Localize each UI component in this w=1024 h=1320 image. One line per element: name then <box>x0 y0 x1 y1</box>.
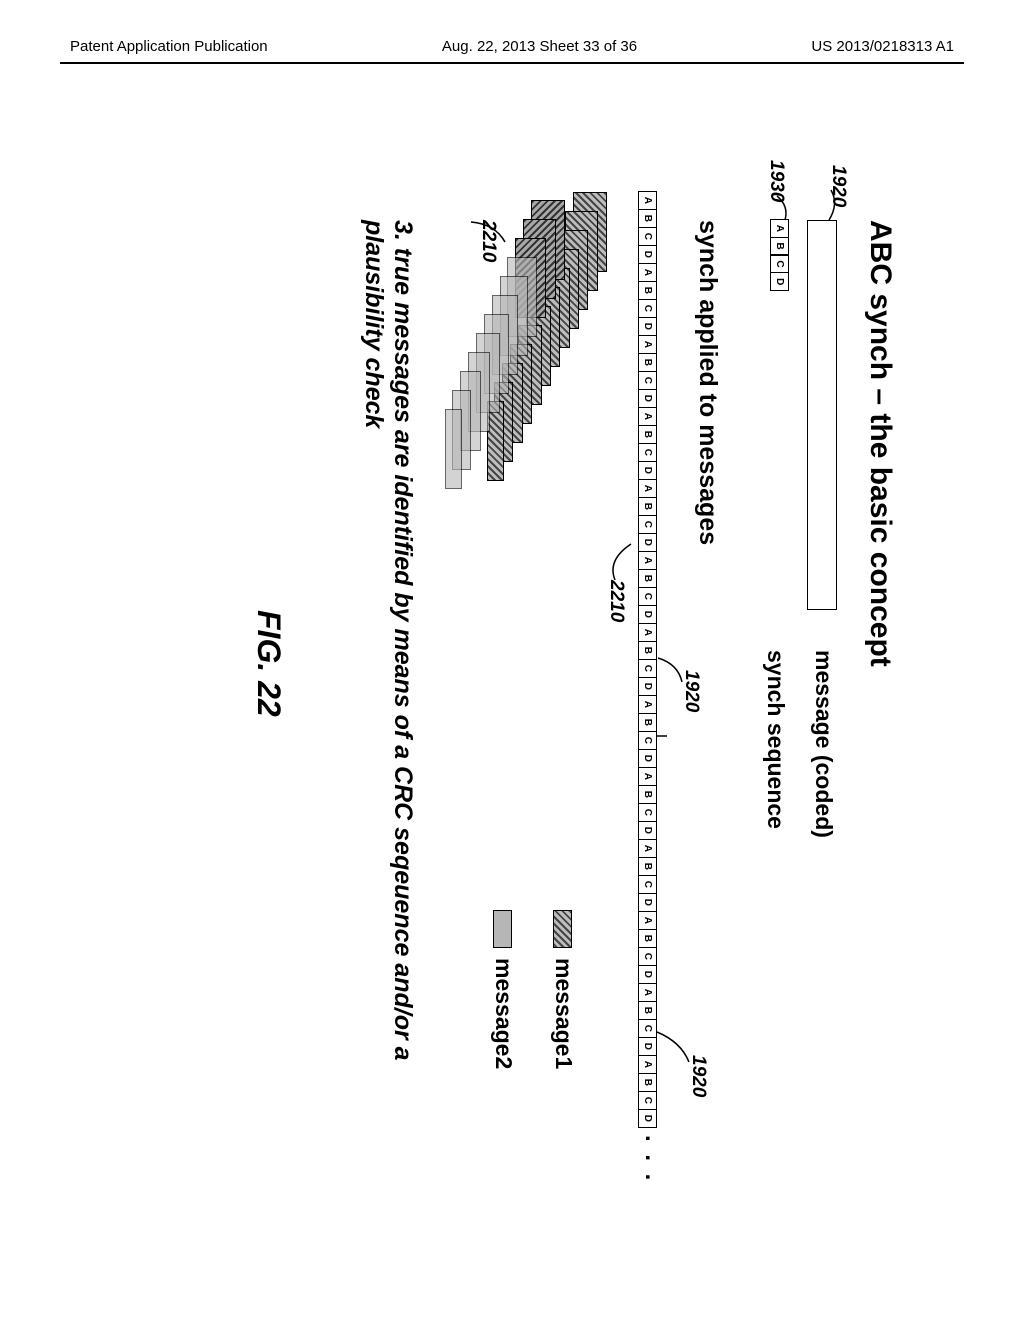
leader-1920-mid <box>656 656 684 690</box>
message-coded-label: message (coded) <box>810 650 837 838</box>
header-left: Patent Application Publication <box>70 38 268 55</box>
leader-1920-top <box>819 190 835 224</box>
figure-wrapper: ABC synch – the basic concept message (c… <box>117 110 907 1210</box>
figure-content: ABC synch – the basic concept message (c… <box>117 110 907 1210</box>
leader-2210-top <box>603 540 633 584</box>
figure-number: FIG. 22 <box>250 610 287 717</box>
message1-label: message1 <box>550 958 577 1069</box>
header-rule <box>60 62 964 64</box>
message-box <box>807 220 837 610</box>
page-header: Patent Application Publication Aug. 22, … <box>0 38 1024 55</box>
message2-bar <box>445 409 463 489</box>
message2-label: message2 <box>490 958 517 1069</box>
synch-sequence-label: synch sequence <box>762 650 789 829</box>
synch-cell: D <box>770 272 789 291</box>
message2-swatch <box>493 910 512 948</box>
synch-sequence-row: ABCD <box>770 220 789 291</box>
leader-1930 <box>773 196 789 224</box>
leader-1920-right <box>655 1028 691 1068</box>
leader-2210-bottom <box>467 218 507 258</box>
synch-cell: B <box>770 237 789 256</box>
header-right: US 2013/0218313 A1 <box>811 38 954 55</box>
message1-swatch <box>553 910 572 948</box>
header-center: Aug. 22, 2013 Sheet 33 of 36 <box>442 38 637 55</box>
synch-cell: C <box>770 254 789 273</box>
step3-text: 3. true messages are identified by means… <box>359 220 417 1120</box>
figure-title: ABC synch – the basic concept <box>863 220 897 667</box>
section2-heading: synch applied to messages <box>693 220 722 545</box>
ref-2210-top: 2210 <box>605 580 627 622</box>
